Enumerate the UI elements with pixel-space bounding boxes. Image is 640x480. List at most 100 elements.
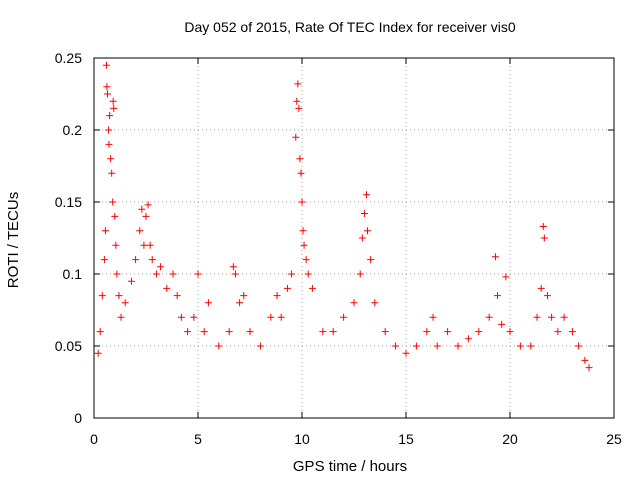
data-point <box>273 292 281 300</box>
data-point <box>340 313 348 321</box>
data-point <box>138 205 146 213</box>
data-point <box>215 342 223 350</box>
data-point <box>105 126 113 134</box>
data-point <box>548 313 556 321</box>
data-point <box>152 270 160 278</box>
data-point <box>371 299 379 307</box>
x-tick-label: 5 <box>194 431 202 447</box>
grid-layer <box>94 58 614 418</box>
data-point <box>402 349 410 357</box>
data-point <box>308 284 316 292</box>
data-point <box>295 104 303 112</box>
data-point <box>502 273 510 281</box>
data-point <box>231 270 239 278</box>
plot-frame <box>93 57 615 419</box>
data-point <box>229 263 237 271</box>
data-point <box>356 270 364 278</box>
x-tick-label: 0 <box>90 431 98 447</box>
data-point <box>110 104 118 112</box>
data-point <box>364 227 372 235</box>
y-tick-label: 0.25 <box>55 50 82 66</box>
data-point <box>319 328 327 336</box>
x-tick-label: 20 <box>502 431 518 447</box>
data-point <box>194 270 202 278</box>
data-point <box>358 234 366 242</box>
data-point <box>169 270 177 278</box>
data-point <box>585 364 593 372</box>
data-point <box>108 169 116 177</box>
data-point <box>121 299 129 307</box>
data-point <box>533 313 541 321</box>
axes-layer <box>93 57 615 419</box>
data-point <box>300 241 308 249</box>
data-point <box>540 234 548 242</box>
data-point <box>132 256 140 264</box>
data-point <box>109 97 117 105</box>
data-point <box>543 292 551 300</box>
data-point <box>429 313 437 321</box>
data-point <box>294 80 302 88</box>
data-point <box>177 313 185 321</box>
data-point <box>103 83 111 91</box>
data-point <box>575 342 583 350</box>
data-point <box>433 342 441 350</box>
data-point <box>527 342 535 350</box>
y-tick-label: 0.2 <box>63 122 83 138</box>
data-point <box>288 270 296 278</box>
data-point <box>127 277 135 285</box>
data-point <box>115 292 123 300</box>
data-point <box>350 299 358 307</box>
data-point <box>581 356 589 364</box>
data-point <box>293 97 301 105</box>
data-point <box>516 342 524 350</box>
data-point <box>299 227 307 235</box>
data-point <box>560 313 568 321</box>
data-point <box>568 328 576 336</box>
data-point <box>498 320 506 328</box>
data-point <box>292 133 300 141</box>
data-point <box>112 241 120 249</box>
data-point <box>494 292 502 300</box>
data-point <box>107 155 115 163</box>
data-point <box>475 328 483 336</box>
data-point <box>190 313 198 321</box>
x-axis-label: GPS time / hours <box>293 458 407 475</box>
data-point <box>240 292 248 300</box>
data-point <box>96 328 104 336</box>
data-point <box>101 227 109 235</box>
data-point <box>554 328 562 336</box>
data-point <box>200 328 208 336</box>
data-point <box>277 313 285 321</box>
data-point <box>144 201 152 209</box>
data-point <box>236 299 244 307</box>
data-point <box>102 61 110 69</box>
data-point <box>111 212 119 220</box>
data-point <box>113 270 121 278</box>
data-point <box>94 349 102 357</box>
data-point <box>537 284 545 292</box>
data-point <box>106 112 114 120</box>
marks-layer <box>94 61 593 372</box>
data-point <box>362 191 370 199</box>
data-point <box>491 253 499 261</box>
data-point <box>136 227 144 235</box>
data-point <box>142 212 150 220</box>
data-point <box>392 342 400 350</box>
chart-title: Day 052 of 2015, Rate Of TEC Index for r… <box>184 19 515 35</box>
data-point <box>539 222 547 230</box>
data-point <box>100 256 108 264</box>
data-point <box>184 328 192 336</box>
y-tick-label: 0.05 <box>55 338 82 354</box>
data-point <box>298 198 306 206</box>
x-tick-label: 10 <box>294 431 310 447</box>
data-point <box>98 292 106 300</box>
data-point <box>146 241 154 249</box>
data-point <box>267 313 275 321</box>
data-point <box>109 198 117 206</box>
data-point <box>506 328 514 336</box>
data-point <box>283 284 291 292</box>
data-point <box>423 328 431 336</box>
data-point <box>329 328 337 336</box>
